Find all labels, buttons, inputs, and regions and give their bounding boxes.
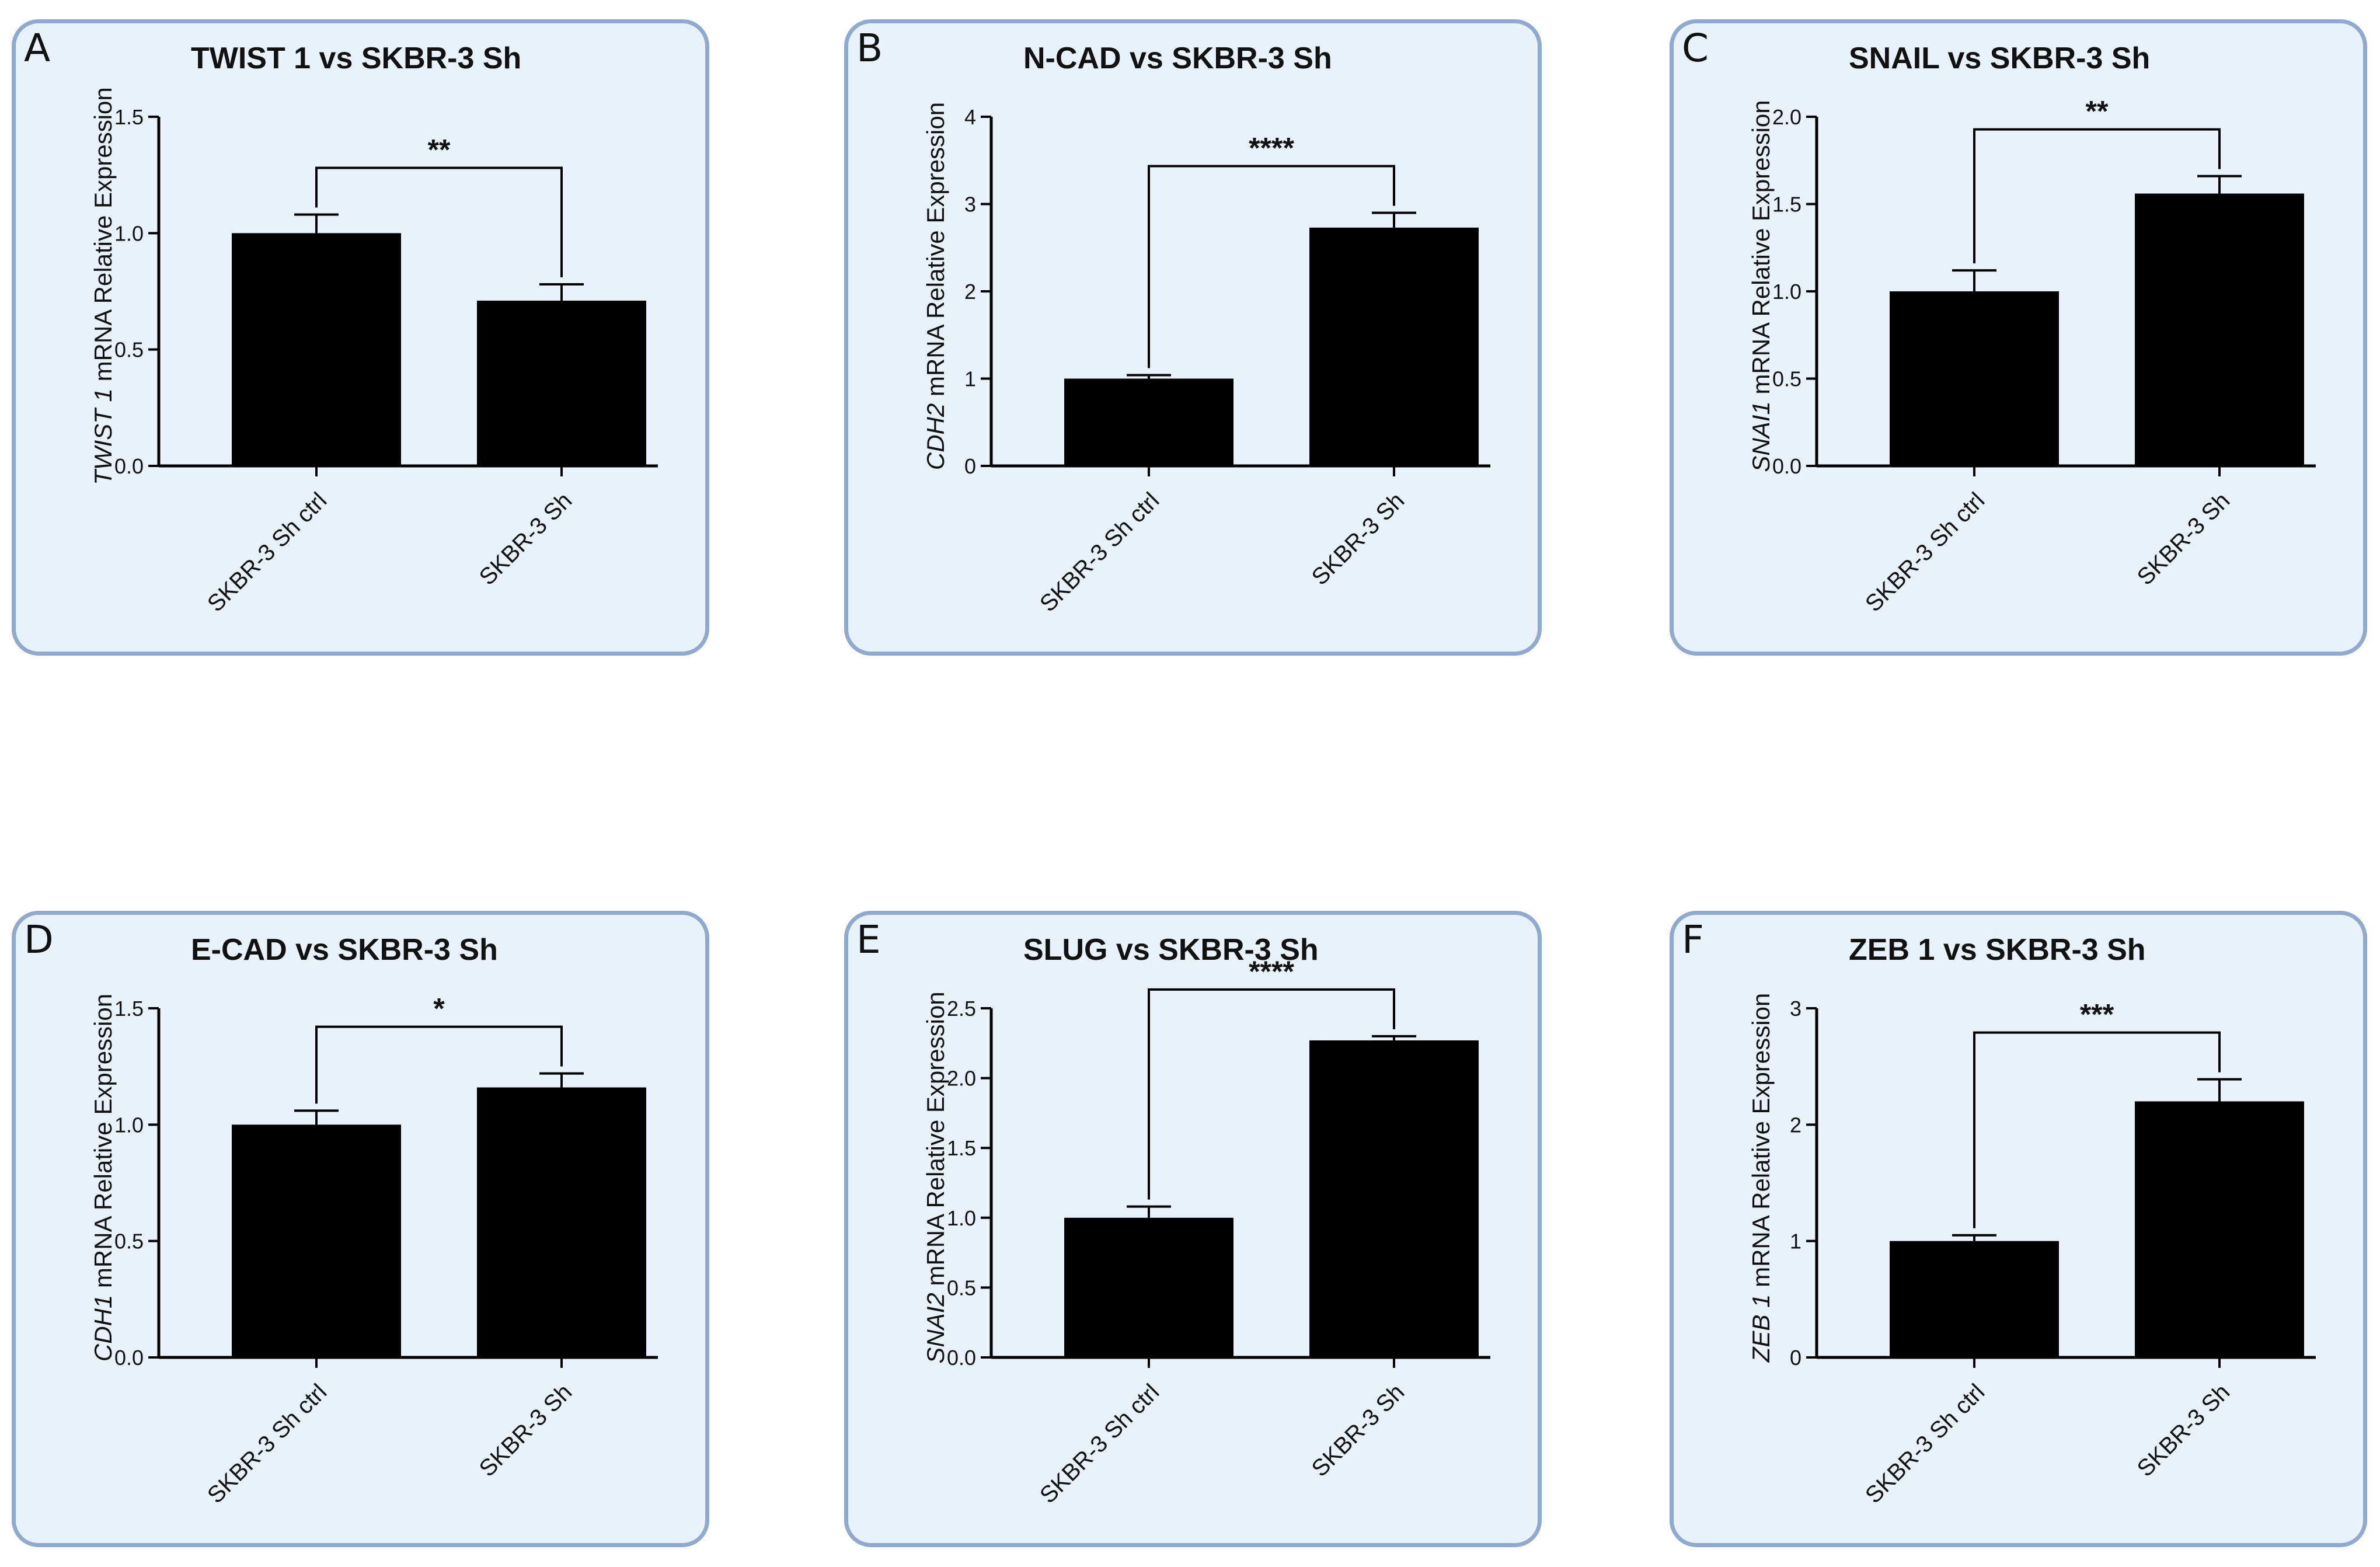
x-tick-label: SKBR-3 Sh ctrl (203, 1379, 332, 1508)
x-tick-label: SKBR-3 Sh ctrl (1860, 487, 1989, 617)
x-tick-label: SKBR-3 Sh ctrl (1860, 1379, 1989, 1508)
y-tick-label: 4 (964, 105, 976, 129)
bar (1890, 291, 2059, 466)
x-tick-label: SKBR-3 Sh ctrl (1035, 487, 1164, 617)
y-tick-label: 2.0 (1772, 105, 1801, 129)
y-tick-label: 0.5 (114, 1230, 144, 1253)
x-tick-label: SKBR-3 Sh (1307, 487, 1410, 590)
chart-panel-a: A TWIST 1 vs SKBR-3 Sh TWIST 1 mRNA Rela… (12, 19, 709, 656)
chart-panel-d: D E-CAD vs SKBR-3 Sh CDH1 mRNA Relative … (12, 911, 709, 1547)
y-tick-label: 1.5 (114, 997, 144, 1021)
y-tick-label: 1.0 (114, 221, 144, 245)
panel-letter: A (24, 26, 51, 71)
x-tick-label: SKBR-3 Sh (1307, 1379, 1410, 1482)
y-tick-label: 1.0 (1772, 280, 1801, 304)
bar (232, 1124, 401, 1357)
chart-title: E-CAD vs SKBR-3 Sh (191, 933, 498, 967)
significance-bracket (1148, 165, 1395, 368)
bar (477, 1087, 646, 1357)
bar (1309, 227, 1479, 466)
significance-label: **** (1249, 955, 1294, 988)
significance-bracket (1973, 128, 2221, 264)
y-tick-label: 2.0 (947, 1067, 976, 1091)
bar-chart-svg: SKBR-3 Sh ctrl SKBR-3 Sh 0 1 2 3 *** (1790, 997, 2316, 1509)
x-tick-label: SKBR-3 Sh (475, 487, 577, 590)
y-tick-label: 1.0 (947, 1206, 976, 1230)
y-tick-label: 0.0 (947, 1346, 976, 1370)
bar (2135, 1101, 2304, 1357)
chart-title: SNAIL vs SKBR-3 Sh (1849, 41, 2151, 75)
y-tick-label: 0.5 (947, 1276, 976, 1300)
y-tick-label: 1.5 (1772, 193, 1801, 217)
panel-letter: C (1682, 26, 1709, 71)
y-tick-label: 0 (1790, 1346, 1801, 1370)
bar (1064, 1217, 1233, 1357)
panel-letter: D (24, 917, 54, 962)
x-tick-label: SKBR-3 Sh (475, 1379, 577, 1482)
chart-title: N-CAD vs SKBR-3 Sh (1023, 41, 1332, 75)
bar-chart-svg: SKBR-3 Sh ctrl SKBR-3 Sh 0.0 0.5 1.0 1.5 * (114, 993, 658, 1509)
x-tick-label: SKBR-3 Sh ctrl (203, 487, 332, 617)
bar (477, 300, 646, 466)
y-tick-label: 1 (964, 367, 976, 391)
y-tick-label: 1.5 (114, 105, 144, 129)
y-tick-label: 1.5 (947, 1136, 976, 1160)
x-tick-label: SKBR-3 Sh ctrl (1035, 1379, 1164, 1508)
y-tick-label: 3 (964, 193, 976, 217)
bar-chart-svg: SKBR-3 Sh ctrl SKBR-3 Sh 0.0 0.5 1.0 1.5 2.0 2.… (947, 955, 1490, 1509)
y-tick-label: 0.5 (114, 338, 144, 362)
y-tick-label: 2 (964, 280, 976, 304)
significance-label: ** (428, 133, 451, 166)
y-tick-label: 0.0 (114, 1346, 144, 1370)
chart-title: SLUG vs SKBR-3 Sh (1023, 933, 1319, 967)
y-tick-label: 1.0 (114, 1113, 144, 1137)
y-tick-label: 2.5 (947, 997, 976, 1021)
chart-panel-b: B N-CAD vs SKBR-3 Sh CDH2 mRNA Relative … (844, 19, 1542, 656)
chart-panel-f: F ZEB 1 vs SKBR-3 Sh ZEB 1 mRNA Relative… (1670, 911, 2367, 1547)
x-tick-label: SKBR-3 Sh (2132, 487, 2235, 590)
bar (1064, 378, 1233, 466)
significance-label: * (433, 993, 445, 1025)
significance-bracket (315, 166, 563, 278)
bar (1309, 1040, 1479, 1357)
bar (1890, 1241, 2059, 1357)
panel-letter: E (856, 917, 881, 962)
y-tick-label: 0.5 (1772, 367, 1801, 391)
significance-label: ** (2086, 95, 2109, 128)
bar-chart-svg: SKBR-3 Sh ctrl SKBR-3 Sh 0.0 0.5 1.0 1.5 ** (114, 105, 658, 617)
y-tick-label: 3 (1790, 997, 1801, 1021)
significance-bracket (1973, 1031, 2221, 1228)
panel-letter: F (1682, 917, 1704, 962)
y-tick-label: 0.0 (114, 454, 144, 478)
significance-label: **** (1249, 131, 1294, 164)
bar-chart-svg: SKBR-3 Sh ctrl SKBR-3 Sh 0.0 0.5 1.0 1.5 2.0 ** (1772, 95, 2316, 617)
bar-chart-svg: SKBR-3 Sh ctrl SKBR-3 Sh 0 1 2 3 4 **** (964, 105, 1490, 617)
panel-letter: B (856, 26, 883, 71)
chart-panel-c: C SNAIL vs SKBR-3 Sh SNAI1 mRNA Relative… (1670, 19, 2367, 656)
y-tick-label: 2 (1790, 1113, 1801, 1137)
bar (232, 233, 401, 466)
chart-title: TWIST 1 vs SKBR-3 Sh (191, 41, 522, 75)
x-tick-label: SKBR-3 Sh (2132, 1379, 2235, 1482)
significance-bracket (315, 1025, 563, 1104)
chart-title: ZEB 1 vs SKBR-3 Sh (1849, 933, 2146, 967)
y-tick-label: 0.0 (1772, 454, 1801, 478)
y-tick-label: 0 (964, 454, 976, 478)
significance-bracket (1148, 988, 1395, 1200)
chart-panel-e: E SLUG vs SKBR-3 Sh SNAI2 mRNA Relative … (844, 911, 1542, 1547)
significance-label: *** (2080, 998, 2114, 1031)
y-tick-label: 1 (1790, 1230, 1801, 1253)
bar (2135, 193, 2304, 466)
